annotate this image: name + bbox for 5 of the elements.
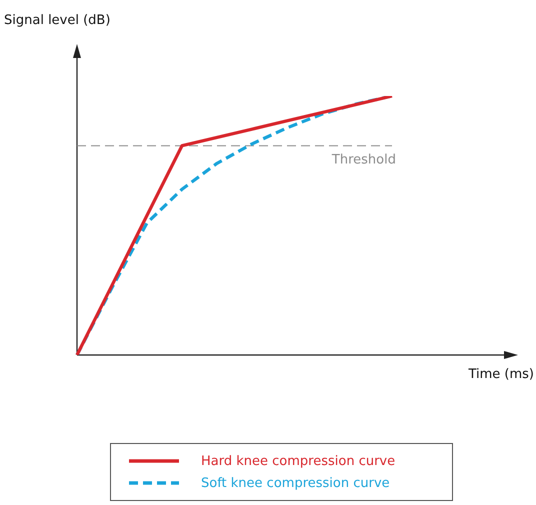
legend-label: Soft knee compression curve xyxy=(201,476,390,490)
text: Time (ms) xyxy=(467,367,534,382)
text: Signal level (dB) xyxy=(4,13,110,28)
ref-line-label: Threshold xyxy=(330,152,396,168)
legend-label: Hard knee compression curve xyxy=(201,454,396,468)
